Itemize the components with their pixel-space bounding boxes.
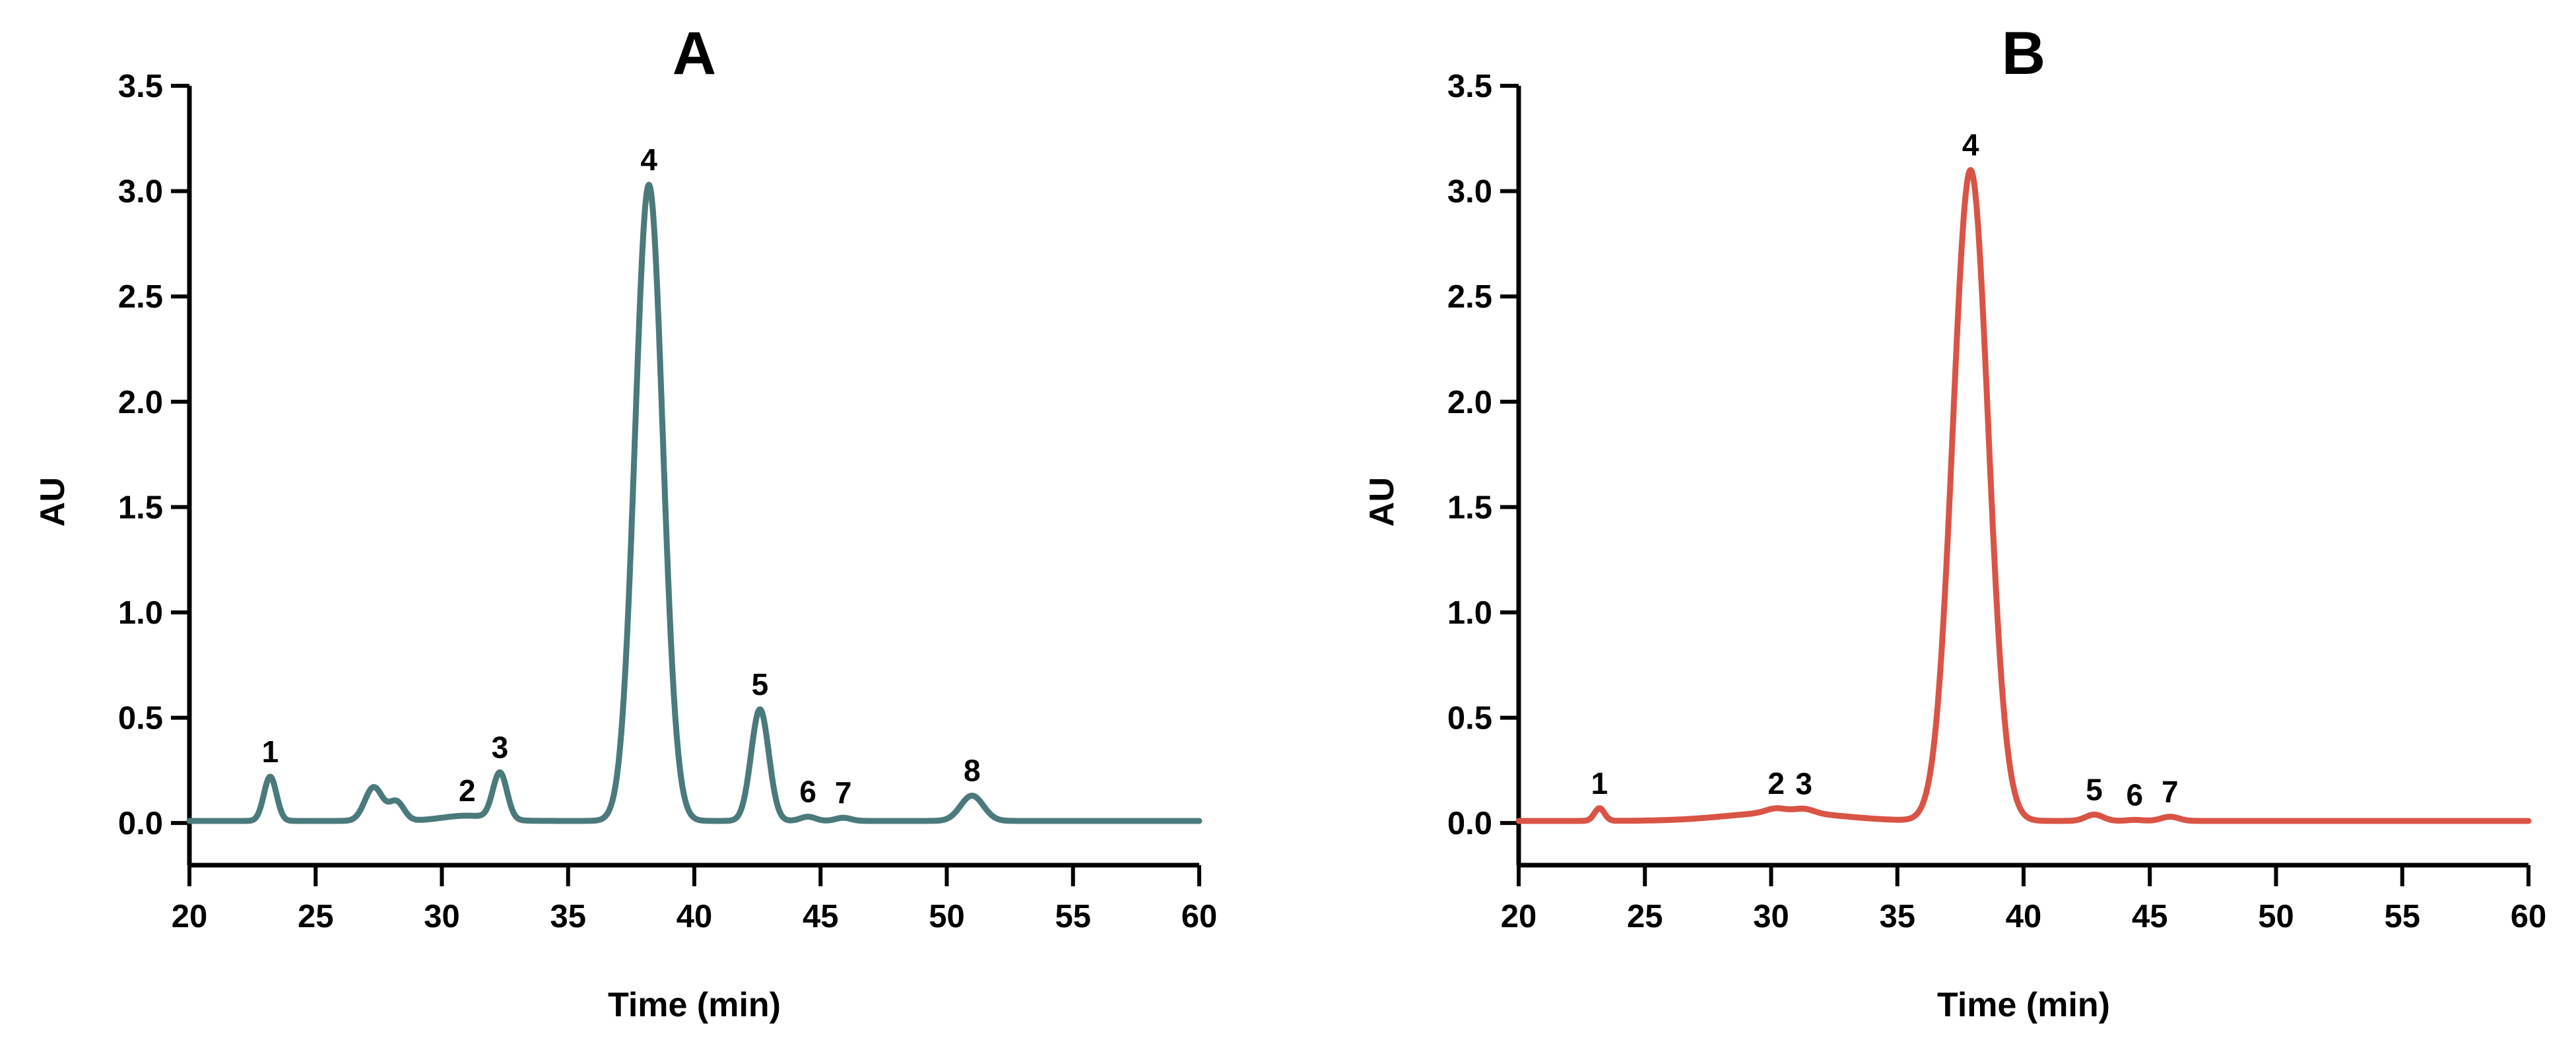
y-tick-label: 0.5 [118, 701, 163, 736]
peak-label: 3 [1795, 766, 1812, 800]
y-tick-label: 0.5 [1447, 701, 1492, 736]
y-axis-title: AU [1363, 477, 1401, 527]
y-tick-label: 1.5 [1447, 490, 1492, 525]
y-tick-label: 0.0 [1447, 806, 1492, 841]
x-tick-label: 40 [677, 899, 713, 934]
peak-label: 1 [1591, 766, 1608, 800]
x-tick-label: 20 [172, 899, 208, 934]
y-tick-label: 3.5 [118, 69, 163, 104]
x-tick-label: 55 [2384, 899, 2420, 934]
peak-label: 5 [752, 667, 769, 701]
peak-label: 7 [835, 775, 852, 810]
x-tick-label: 35 [1879, 899, 1915, 934]
peak-label: 5 [2086, 772, 2103, 806]
x-tick-label: 20 [1501, 899, 1537, 934]
x-tick-label: 25 [1627, 899, 1663, 934]
y-tick-label: 1.0 [1447, 595, 1492, 631]
y-tick-label: 1.0 [118, 595, 163, 631]
peak-label: 2 [1767, 766, 1785, 800]
panel-title: A [673, 20, 716, 87]
peak-label: 2 [459, 773, 476, 808]
y-tick-label: 3.5 [1447, 69, 1492, 104]
peak-label: 4 [1962, 128, 1979, 162]
y-tick-label: 0.0 [118, 806, 163, 841]
y-tick-label: 2.5 [1447, 279, 1492, 315]
peak-label: 7 [2162, 775, 2179, 809]
peak-label: 1 [262, 734, 279, 769]
x-tick-label: 45 [2132, 899, 2168, 934]
peak-label: 3 [492, 730, 509, 764]
x-tick-label: 60 [2511, 899, 2547, 934]
peak-label: 8 [964, 754, 981, 788]
x-tick-label: 60 [1181, 899, 1218, 934]
chart-panel-b: B0.00.51.01.52.02.53.03.520 25 30 35 40 45 50 5… [1363, 20, 2546, 1024]
y-tick-label: 2.5 [118, 279, 163, 315]
x-axis-title: Time (min) [608, 986, 781, 1024]
chromatogram-trace [1515, 167, 2532, 824]
x-axis-title: Time (min) [1937, 986, 2110, 1024]
y-tick-label: 1.5 [118, 490, 163, 525]
chromatogram-trace [186, 181, 1203, 824]
y-tick-label: 3.0 [1447, 174, 1492, 210]
y-axis-title: AU [34, 477, 72, 527]
panel-title: B [2002, 20, 2045, 87]
x-tick-label: 30 [1753, 899, 1789, 934]
y-tick-label: 3.0 [118, 174, 163, 210]
chart-panel-a: A0.00.51.01.52.02.53.03.520 25 30 35 40 45 50 5… [34, 20, 1217, 1024]
x-tick-label: 30 [424, 899, 460, 934]
peak-label: 6 [799, 775, 816, 809]
y-tick-label: 2.0 [118, 385, 163, 420]
peak-label: 6 [2127, 777, 2144, 812]
peak-label: 4 [640, 143, 657, 177]
x-tick-label: 55 [1055, 899, 1091, 934]
y-tick-label: 2.0 [1447, 385, 1492, 420]
x-tick-label: 25 [298, 899, 334, 934]
x-tick-label: 50 [2258, 899, 2294, 934]
x-tick-label: 50 [929, 899, 965, 934]
x-tick-label: 40 [2006, 899, 2042, 934]
x-tick-label: 35 [550, 899, 586, 934]
x-tick-label: 45 [803, 899, 839, 934]
